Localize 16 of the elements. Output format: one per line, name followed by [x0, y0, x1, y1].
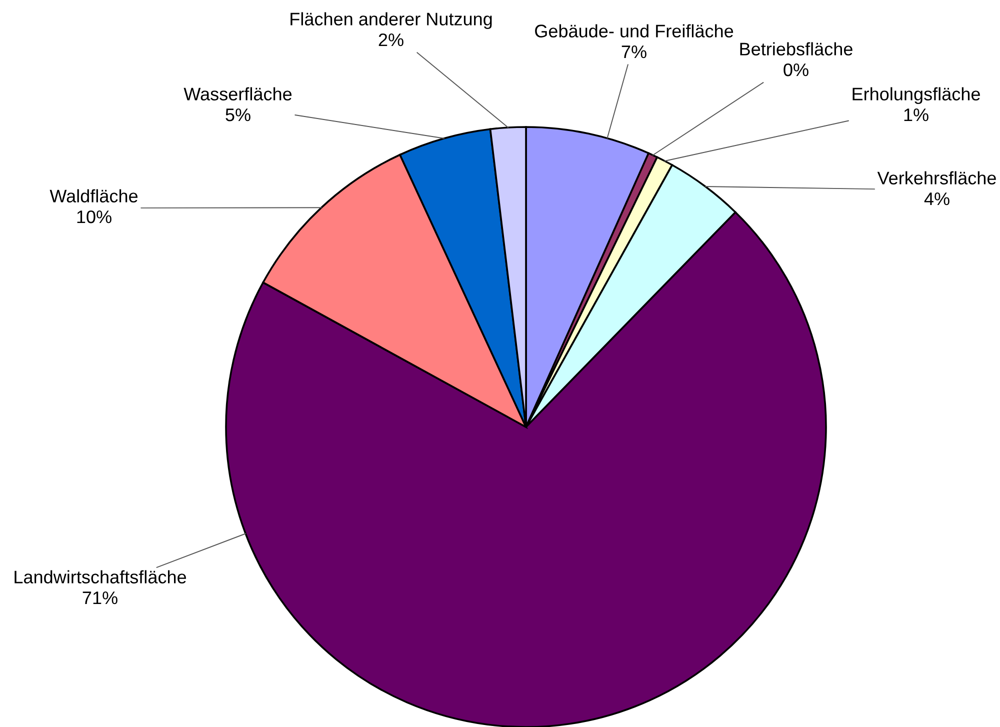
data-label: 4% [924, 192, 950, 206]
slice-label: Waldfläche [50, 189, 138, 202]
data-label: 0% [784, 63, 808, 76]
slice-label: Flächen anderer Nutzung [290, 12, 492, 30]
slice-label: Betriebsfläche [740, 42, 852, 56]
data-label: 7% [622, 46, 646, 58]
data-label: 5% [226, 108, 250, 122]
data-label: 10% [77, 210, 112, 224]
slice-label: Gebäude- und Freifläche [535, 24, 734, 38]
slice-label: Wasserfläche [184, 87, 292, 100]
slice-label: Erholungsfläche [852, 87, 980, 104]
data-label: 71% [82, 592, 118, 604]
data-label: 1% [904, 108, 928, 122]
slice-label: Verkehrsfläche [877, 171, 996, 184]
data-label: 2% [378, 33, 404, 46]
slice-label: Landwirtschaftsfläche [14, 570, 186, 584]
